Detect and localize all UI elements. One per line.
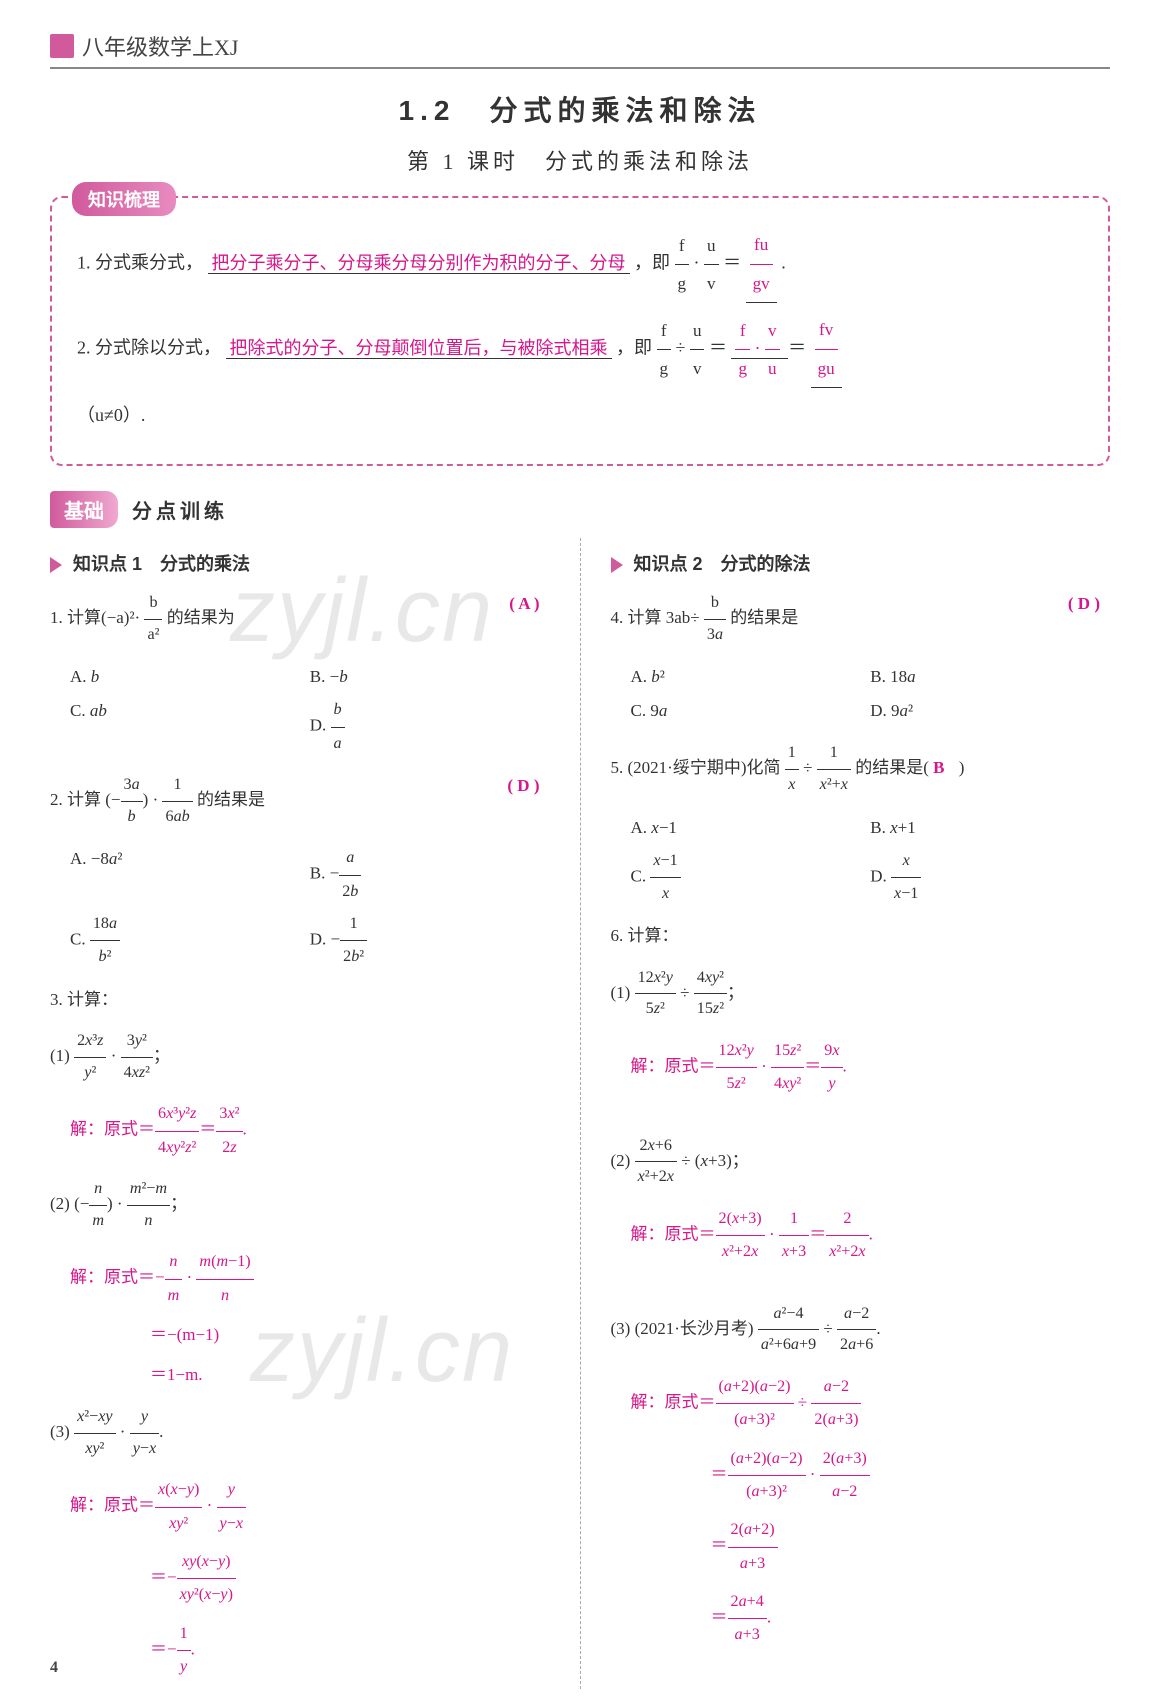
sub-title: 第 1 课时 分式的乘法和除法	[50, 144, 1110, 176]
rule2-mid: ，即	[616, 338, 657, 358]
problem-2: 2. 计算 (−3ab) · 16ab 的结果是 ( D )	[50, 770, 550, 832]
main-title: 1.2 分式的乘法和除法	[50, 89, 1110, 129]
triangle-icon	[611, 557, 623, 573]
q2-opt-c: C. 18ab²	[70, 908, 310, 974]
q3-p2: (2) (−nm) · m²−mn；	[50, 1174, 550, 1236]
q6-p1-sol: 解：原式＝12x²y5z² · 15z²4xy²＝9xy.	[611, 1035, 1111, 1101]
problem-1: 1. 计算(−a)²· ba² 的结果为 ( A )	[50, 588, 550, 650]
problem-6: 6. 计算：	[611, 920, 1111, 952]
q4-opt-b: B. 18a	[870, 660, 1110, 694]
q2-opt-d: D. −12b²	[310, 908, 550, 974]
q6-p3-sol4: ＝2a+4a+3.	[611, 1586, 1111, 1652]
problem-5: 5. (2021·绥宁期中)化简 1x ÷ 1x²+x 的结果是( B )	[611, 738, 1111, 800]
rule1-prefix: 1. 分式乘分式，	[77, 253, 203, 273]
problem-3: 3. 计算：	[50, 984, 550, 1016]
content-columns: 知识点 1 分式的乘法 1. 计算(−a)²· ba² 的结果为 ( A ) A…	[50, 538, 1110, 1689]
q2-options: A. −8a² B. −a2b C. 18ab² D. −12b²	[50, 842, 550, 973]
q3-p1: (1) 2x³zy² · 3y²4xz²；	[50, 1026, 550, 1088]
q5-opt-c: C. x−1x	[631, 845, 871, 911]
rule1-fill: 把分子乘分子、分母乘分母分别作为积的分子、分母	[208, 253, 630, 274]
header-logo-icon	[50, 34, 74, 58]
q6-p3-sol3: ＝2(a+2)a+3	[611, 1514, 1111, 1580]
q3-p3-sol1: 解：原式＝x(x−y)xy² · yy−x	[50, 1474, 550, 1540]
q4-options: A. b² B. 18a C. 9a D. 9a²	[611, 660, 1111, 728]
problem-4: 4. 计算 3ab÷ b3a 的结果是 ( D )	[611, 588, 1111, 650]
q3-p3-sol2: ＝−xy(x−y)xy²(x−y)	[50, 1546, 550, 1612]
q6-p2: (2) 2x+6x²+2x ÷ (x+3)；	[611, 1131, 1111, 1193]
q5-opt-a: A. x−1	[631, 811, 871, 845]
knowledge-box: 知识梳理 1. 分式乘分式， 把分子乘分子、分母乘分母分别作为积的分子、分母 ，…	[50, 196, 1110, 466]
q3-p3: (3) x²−xyxy² · yy−x.	[50, 1402, 550, 1464]
q1-opt-c: C. ab	[70, 694, 310, 760]
q6-p3-sol2: ＝(a+2)(a−2)(a+3)² · 2(a+3)a−2	[611, 1443, 1111, 1509]
q2-opt-b: B. −a2b	[310, 842, 550, 908]
q5-options: A. x−1 B. x+1 C. x−1x D. xx−1	[611, 811, 1111, 911]
q1-opt-a: A. b	[70, 660, 310, 694]
kp1-header: 知识点 1 分式的乘法	[50, 550, 550, 576]
q4-opt-d: D. 9a²	[870, 694, 1110, 728]
rule2-prefix: 2. 分式除以分式，	[77, 338, 221, 358]
q3-p2-sol2: ＝−(m−1)	[50, 1318, 550, 1352]
q3-p2-sol3: ＝1−m.	[50, 1358, 550, 1392]
q6-p2-sol: 解：原式＝2(x+3)x²+2x · 1x+3＝2x²+2x.	[611, 1203, 1111, 1269]
q5-opt-d: D. xx−1	[870, 845, 1110, 911]
page-header: 八年级数学上XJ	[50, 30, 1110, 69]
rule2-condition: （u≠0）.	[77, 396, 1083, 436]
page-number: 4	[50, 1659, 58, 1677]
q6-p3-sol1: 解：原式＝(a+2)(a−2)(a+3)² ÷ a−22(a+3)	[611, 1371, 1111, 1437]
left-column: 知识点 1 分式的乘法 1. 计算(−a)²· ba² 的结果为 ( A ) A…	[50, 538, 550, 1689]
rule-1: 1. 分式乘分式， 把分子乘分子、分母乘分母分别作为积的分子、分母 ，即 fg …	[77, 226, 1083, 303]
q2-opt-a: A. −8a²	[70, 842, 310, 908]
base-section-header: 基础 分点训练	[50, 491, 1110, 538]
q4-opt-c: C. 9a	[631, 694, 871, 728]
rule-2: 2. 分式除以分式， 把除式的分子、分母颠倒位置后，与被除式相乘 ，即 fg ÷…	[77, 311, 1083, 388]
column-divider	[580, 538, 581, 1689]
triangle-icon	[50, 557, 62, 573]
q6-p1: (1) 12x²y5z² ÷ 4xy²15z²；	[611, 963, 1111, 1025]
q5-opt-b: B. x+1	[870, 811, 1110, 845]
q3-p1-sol: 解：原式＝6x³y²z4xy²z²＝3x²2z.	[50, 1098, 550, 1164]
q1-opt-b: B. −b	[310, 660, 550, 694]
q3-p3-sol3: ＝−1y.	[50, 1618, 550, 1684]
header-label: 八年级数学上XJ	[82, 30, 238, 62]
base-tag: 基础	[50, 491, 118, 528]
rule2-fill: 把除式的分子、分母颠倒位置后，与被除式相乘	[226, 338, 612, 359]
q6-p3: (3) (2021·长沙月考) a²−4a²+6a+9 ÷ a−22a+6.	[611, 1299, 1111, 1361]
rule1-mid: ，即	[634, 253, 675, 273]
right-column: 知识点 2 分式的除法 4. 计算 3ab÷ b3a 的结果是 ( D ) A.…	[611, 538, 1111, 1689]
knowledge-label: 知识梳理	[72, 182, 176, 216]
q1-opt-d: D. ba	[310, 694, 550, 760]
kp2-header: 知识点 2 分式的除法	[611, 550, 1111, 576]
q3-p2-sol1: 解：原式＝−nm · m(m−1)n	[50, 1246, 550, 1312]
q1-options: A. b B. −b C. ab D. ba	[50, 660, 550, 760]
base-title: 分点训练	[132, 501, 228, 523]
q4-opt-a: A. b²	[631, 660, 871, 694]
